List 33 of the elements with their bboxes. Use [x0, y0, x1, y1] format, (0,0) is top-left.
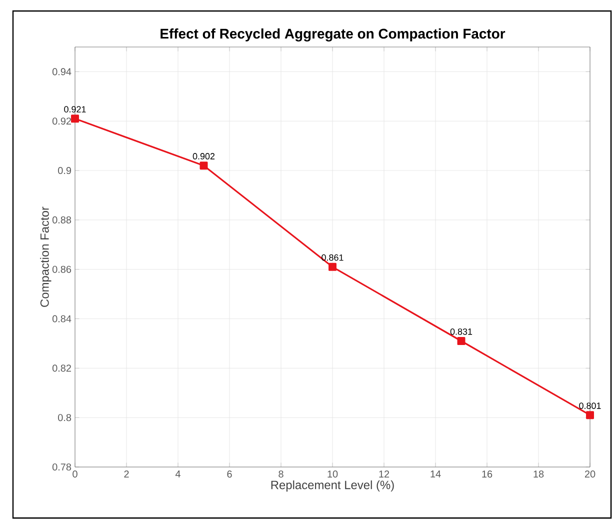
y-axis-title: Compaction Factor	[40, 206, 52, 307]
data-label: 0.921	[64, 106, 86, 112]
x-tick-label: 4	[175, 470, 180, 478]
x-tick-label: 0	[72, 470, 78, 478]
data-label: 0.902	[192, 153, 215, 160]
y-tick-label: 0.8	[58, 414, 72, 422]
y-tick-label: 0.94	[52, 68, 72, 76]
point	[328, 262, 336, 271]
x-tick-label: 20	[584, 470, 596, 478]
y-tick-label: 0.82	[52, 364, 71, 372]
y-tick-label: 0.92	[52, 118, 71, 125]
x-tick-label: 14	[430, 470, 441, 478]
x-tick-label: 8	[278, 470, 284, 478]
point	[71, 114, 79, 123]
x-tick-label: 10	[328, 470, 338, 478]
y-tick-label: 0.86	[52, 266, 72, 273]
y-tick-label: 0.88	[52, 216, 72, 224]
y-tick-label: 0.84	[52, 315, 72, 322]
data-label: 0.861	[322, 254, 344, 261]
x-tick-label: 18	[534, 470, 544, 478]
x-tick-label: 2	[124, 470, 129, 478]
data-label: 0.801	[579, 402, 601, 409]
x-tick-label: 6	[227, 470, 232, 478]
x-tick-label: 16	[482, 470, 492, 478]
x-axis-title: Replacement Level (%)	[271, 480, 394, 492]
point	[200, 162, 208, 170]
chart-title: Effect of Recycled Aggregate on Compaction Factor	[160, 28, 506, 42]
point	[457, 337, 466, 345]
x-tick-label: 12	[379, 470, 390, 478]
y-tick-label: 0.78	[52, 463, 72, 471]
y-tick-label: 0.9	[58, 167, 72, 174]
point	[586, 411, 594, 420]
data-label: 0.831	[450, 328, 472, 335]
